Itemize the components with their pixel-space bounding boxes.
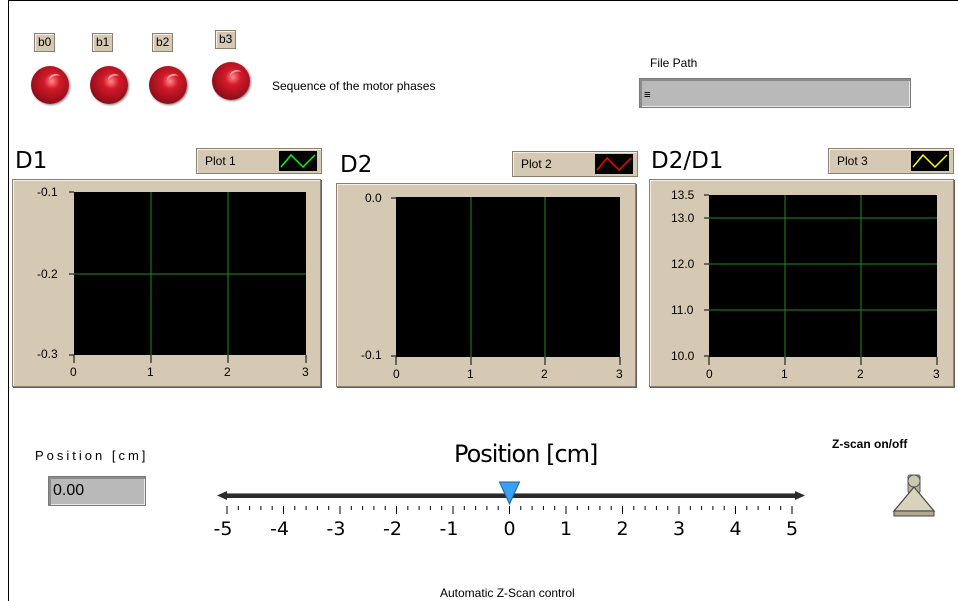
slider-tick-label: 3 xyxy=(672,518,686,540)
slider-tick-label: 1 xyxy=(559,518,573,540)
slider-title: Position [cm] xyxy=(454,440,598,468)
plot-area xyxy=(396,197,620,357)
led-label-b0: b0 xyxy=(34,33,56,52)
led-label-b1: b1 xyxy=(92,33,114,52)
y-tick-label: -0.1 xyxy=(37,185,58,199)
slider-tick-label: -3 xyxy=(326,518,346,540)
zscan-toggle-switch[interactable] xyxy=(890,473,938,521)
sequence-label: Sequence of the motor phases xyxy=(272,79,436,93)
y-tick-label: -0.1 xyxy=(361,348,382,362)
led-b3[interactable] xyxy=(212,62,250,100)
legend-name: Plot 3 xyxy=(837,154,868,168)
plot-line-icon xyxy=(595,154,633,174)
slider-ticks xyxy=(226,506,793,514)
y-tick-label: 11.0 xyxy=(671,303,694,317)
led-b0[interactable] xyxy=(31,66,69,104)
plot-line-icon xyxy=(911,151,949,171)
led-b1[interactable] xyxy=(90,66,128,104)
position-slider[interactable] xyxy=(205,480,815,530)
window-left-border xyxy=(8,0,9,601)
legend-name: Plot 1 xyxy=(205,154,236,168)
slider-left-arrow-icon xyxy=(217,491,227,500)
x-tick-label: 0 xyxy=(70,365,77,379)
y-tick-label: 13.0 xyxy=(671,211,695,225)
y-tick-label: 10.0 xyxy=(671,349,695,363)
y-tick-label: 12.0 xyxy=(671,257,695,271)
y-tick-label: 0.0 xyxy=(365,191,382,205)
led-label-b3: b3 xyxy=(215,30,237,49)
graph-title-d2-d1: D2/D1 xyxy=(651,148,724,174)
x-tick-label: 3 xyxy=(302,365,309,379)
y-tick-label: -0.3 xyxy=(37,347,58,361)
axes xyxy=(69,191,307,363)
x-tick-label: 2 xyxy=(224,365,231,379)
y-tick-label: 13.5 xyxy=(671,188,695,202)
file-path-field[interactable]: ≡ xyxy=(639,78,911,108)
graph-d2-d1: 13.5 13.0 12.0 11.0 10.0 0 1 2 3 xyxy=(649,179,954,387)
slider-right-arrow-icon xyxy=(795,491,805,500)
graph-d2: 0.0 -0.1 0 1 2 3 xyxy=(336,183,636,387)
legend-plot-1[interactable]: Plot 1 xyxy=(196,148,322,174)
axes xyxy=(704,194,938,365)
x-tick-label: 0 xyxy=(706,367,713,381)
slider-pointer-icon[interactable] xyxy=(498,481,521,506)
window-top-border xyxy=(8,0,958,1)
led-b2[interactable] xyxy=(149,66,187,104)
slider-tick-label: -4 xyxy=(270,518,289,540)
legend-plot-3[interactable]: Plot 3 xyxy=(828,148,954,174)
plot-line-icon xyxy=(279,151,317,171)
graph-title-d2: D2 xyxy=(340,152,373,178)
graph-d1: -0.1 -0.2 -0.3 0 1 2 3 xyxy=(12,179,321,387)
path-icon[interactable]: ≡ xyxy=(644,88,651,101)
plot-area xyxy=(74,192,306,355)
position-label: Position [cm] xyxy=(35,448,149,463)
x-tick-label: 3 xyxy=(933,367,940,381)
footer-caption: Automatic Z-Scan control xyxy=(440,586,575,600)
file-path-label: File Path xyxy=(650,56,698,70)
slider-tick-label: -1 xyxy=(439,518,459,540)
x-tick-label: 2 xyxy=(541,367,548,381)
position-numeric-field[interactable]: 0.00 xyxy=(48,476,146,506)
slider-tick-label: 0 xyxy=(503,518,516,540)
slider-tick-label: 5 xyxy=(785,518,799,540)
x-tick-label: 0 xyxy=(393,367,400,381)
y-tick-label: -0.2 xyxy=(37,267,58,281)
legend-plot-2[interactable]: Plot 2 xyxy=(512,151,638,177)
slider-tick-label: -2 xyxy=(383,518,402,540)
x-tick-label: 1 xyxy=(147,365,154,379)
legend-name: Plot 2 xyxy=(521,157,552,171)
slider-tick-label: -5 xyxy=(213,518,233,540)
axes xyxy=(391,197,621,365)
slider-tick-label: 4 xyxy=(729,518,742,540)
zscan-label: Z-scan on/off xyxy=(832,437,908,451)
x-tick-label: 1 xyxy=(781,367,788,381)
x-tick-label: 1 xyxy=(467,367,474,381)
x-tick-label: 3 xyxy=(616,367,623,381)
plot-area xyxy=(709,195,937,357)
slider-tick-label: 2 xyxy=(616,518,629,540)
graph-title-d1: D1 xyxy=(15,148,48,174)
led-label-b2: b2 xyxy=(152,33,174,52)
x-tick-label: 2 xyxy=(857,367,864,381)
